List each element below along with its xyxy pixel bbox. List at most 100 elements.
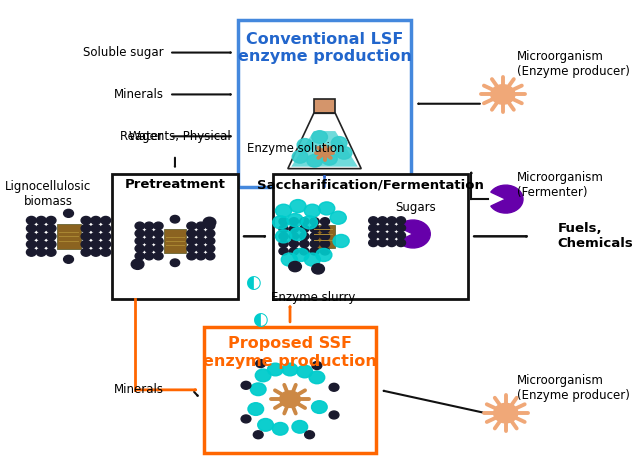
Circle shape — [387, 224, 396, 232]
Circle shape — [187, 237, 196, 245]
Circle shape — [187, 245, 196, 252]
Circle shape — [310, 225, 319, 233]
Circle shape — [279, 225, 288, 233]
Text: Reagents, Physical: Reagents, Physical — [119, 130, 230, 143]
Circle shape — [131, 259, 144, 270]
Circle shape — [248, 402, 264, 416]
Circle shape — [320, 218, 329, 225]
Circle shape — [300, 218, 309, 225]
Bar — [313, 225, 335, 248]
Text: ◐: ◐ — [254, 311, 269, 329]
Text: Minerals: Minerals — [114, 88, 164, 101]
Circle shape — [46, 224, 56, 232]
Circle shape — [387, 239, 396, 247]
Circle shape — [81, 232, 91, 240]
Circle shape — [387, 232, 396, 239]
Circle shape — [101, 240, 110, 248]
Circle shape — [64, 209, 73, 217]
Circle shape — [331, 137, 347, 149]
Text: Enzyme slurry: Enzyme slurry — [271, 291, 355, 304]
Text: Conventional LSF
enzyme production: Conventional LSF enzyme production — [238, 32, 412, 64]
Bar — [56, 224, 80, 249]
Circle shape — [378, 232, 387, 239]
Circle shape — [311, 401, 327, 413]
Circle shape — [101, 232, 110, 240]
Circle shape — [26, 248, 37, 256]
Circle shape — [250, 383, 266, 395]
Circle shape — [37, 232, 46, 240]
Circle shape — [290, 225, 299, 233]
Text: Fuels,
Chemicals: Fuels, Chemicals — [557, 222, 633, 250]
Circle shape — [300, 233, 309, 240]
Circle shape — [46, 248, 56, 256]
Circle shape — [312, 362, 322, 370]
Circle shape — [26, 224, 37, 232]
Circle shape — [241, 415, 251, 423]
Circle shape — [153, 252, 163, 260]
Text: Enzyme solution: Enzyme solution — [247, 142, 345, 155]
Circle shape — [205, 245, 215, 252]
Circle shape — [205, 230, 215, 237]
Circle shape — [329, 383, 339, 391]
Circle shape — [256, 369, 271, 382]
Polygon shape — [291, 131, 358, 167]
Circle shape — [312, 264, 324, 274]
Circle shape — [46, 240, 56, 248]
Circle shape — [135, 230, 144, 237]
Circle shape — [307, 154, 322, 167]
Circle shape — [196, 222, 205, 230]
Circle shape — [290, 218, 299, 225]
Circle shape — [292, 421, 308, 433]
Circle shape — [292, 150, 308, 163]
Circle shape — [81, 240, 91, 248]
Circle shape — [205, 237, 215, 245]
Circle shape — [396, 217, 406, 224]
Circle shape — [135, 252, 144, 260]
Circle shape — [279, 218, 288, 225]
Text: Lignocellulosic
biomass: Lignocellulosic biomass — [5, 180, 92, 208]
Circle shape — [333, 234, 349, 248]
Circle shape — [396, 224, 406, 232]
Circle shape — [305, 431, 315, 439]
Circle shape — [293, 249, 309, 262]
Text: Microorganism
(Enzyme producer): Microorganism (Enzyme producer) — [517, 373, 630, 402]
Text: Microorganism
(Fermenter): Microorganism (Fermenter) — [517, 171, 604, 199]
Circle shape — [37, 248, 46, 256]
Wedge shape — [398, 220, 430, 248]
Circle shape — [153, 230, 163, 237]
Circle shape — [322, 153, 337, 165]
Text: Water: Water — [128, 130, 164, 143]
Circle shape — [282, 363, 298, 376]
Circle shape — [26, 216, 37, 224]
Circle shape — [297, 139, 313, 151]
Text: Pretreatment: Pretreatment — [125, 178, 225, 191]
Circle shape — [135, 237, 144, 245]
Circle shape — [101, 224, 110, 232]
Circle shape — [196, 252, 205, 260]
Text: Sugars: Sugars — [395, 201, 436, 214]
Text: Proposed SSF
enzyme production: Proposed SSF enzyme production — [203, 336, 377, 369]
Circle shape — [101, 216, 110, 224]
Circle shape — [187, 222, 196, 230]
Circle shape — [91, 232, 101, 240]
Circle shape — [187, 230, 196, 237]
Circle shape — [144, 237, 153, 245]
Wedge shape — [490, 185, 523, 213]
Circle shape — [272, 423, 288, 435]
Circle shape — [310, 248, 319, 255]
Circle shape — [310, 240, 319, 248]
Circle shape — [196, 230, 205, 237]
Circle shape — [304, 204, 320, 217]
Circle shape — [144, 245, 153, 252]
Circle shape — [144, 252, 153, 260]
Circle shape — [91, 240, 101, 248]
FancyBboxPatch shape — [238, 20, 411, 188]
Circle shape — [396, 239, 406, 247]
Circle shape — [275, 230, 291, 243]
Circle shape — [135, 245, 144, 252]
Circle shape — [91, 216, 101, 224]
Circle shape — [378, 239, 387, 247]
Circle shape — [369, 224, 378, 232]
Circle shape — [320, 240, 329, 248]
Circle shape — [254, 431, 263, 439]
